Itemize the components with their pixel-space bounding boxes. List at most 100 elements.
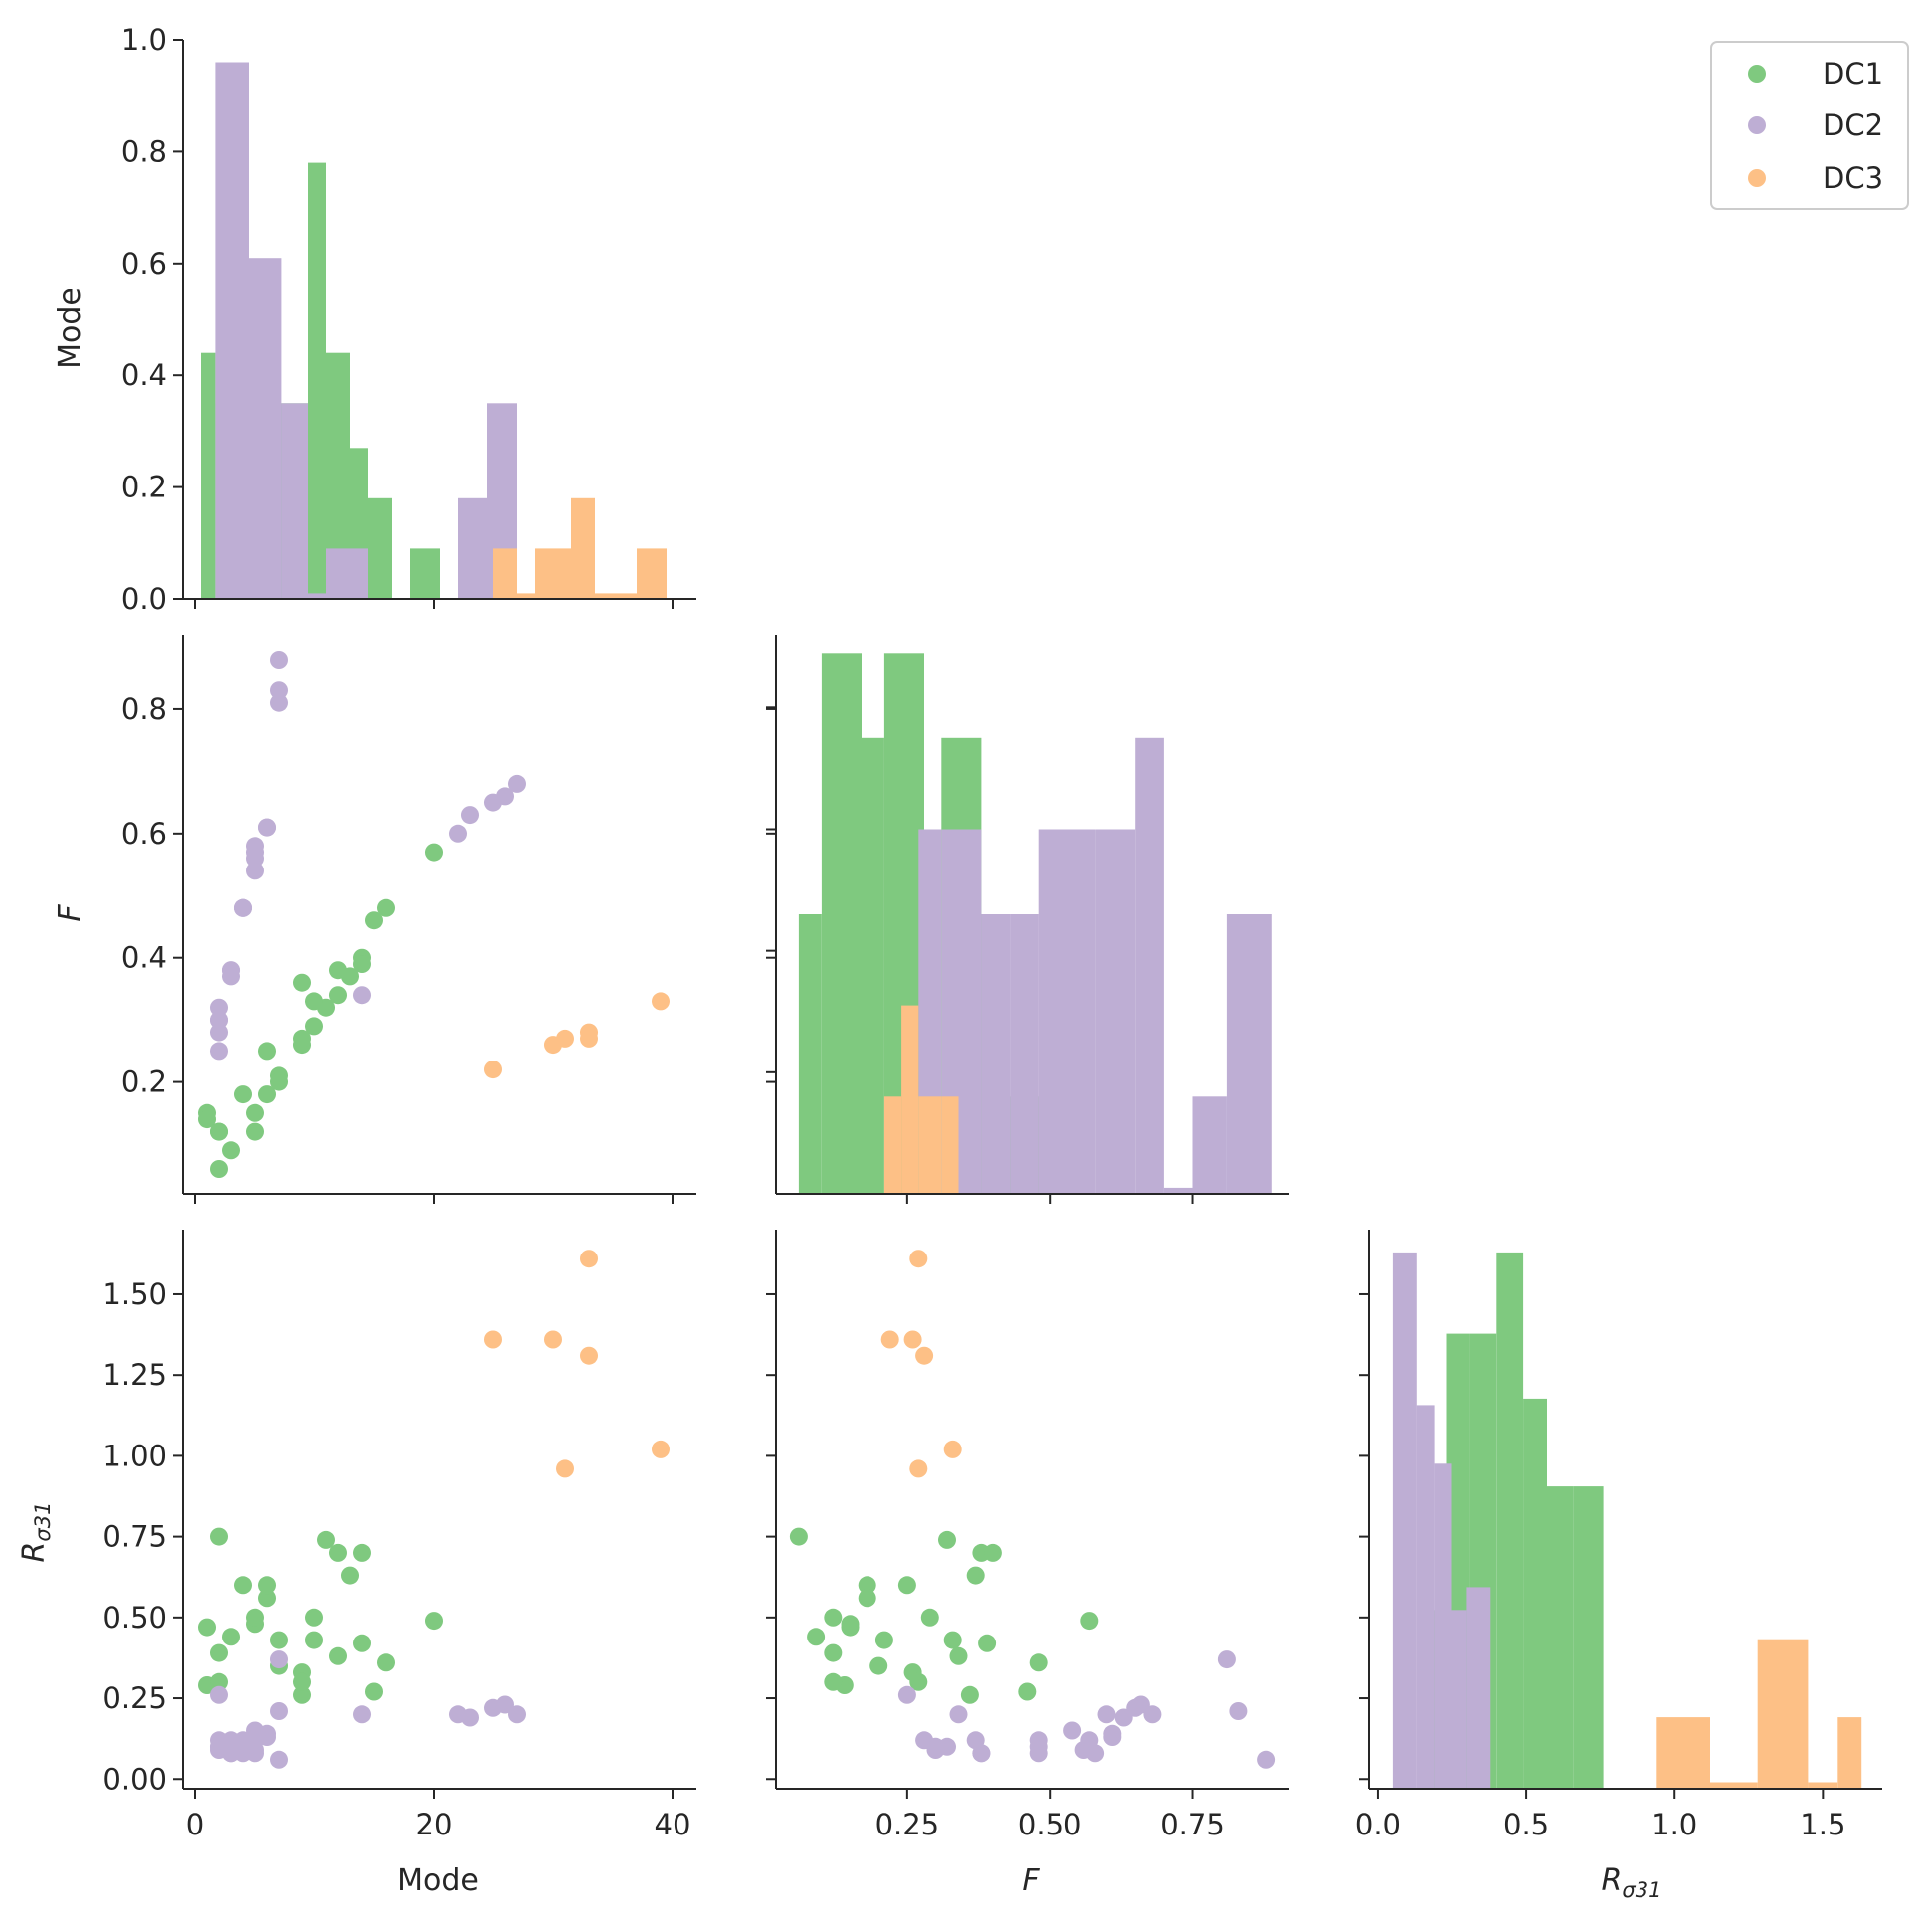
point-dc1 xyxy=(270,1072,288,1091)
point-dc1 xyxy=(198,1110,216,1129)
legend-marker-dc2 xyxy=(1748,116,1766,134)
y-tick-label: 0.6 xyxy=(121,817,167,851)
point-dc1 xyxy=(246,1608,264,1627)
point-dc1 xyxy=(210,1643,228,1662)
point-dc1 xyxy=(920,1608,939,1627)
x-label-rs-base: R xyxy=(1602,1863,1623,1898)
point-dc2 xyxy=(246,849,264,868)
point-dc3 xyxy=(484,1061,502,1079)
point-dc2 xyxy=(496,1695,514,1714)
point-dc1 xyxy=(874,1631,893,1649)
point-dc1 xyxy=(222,1628,240,1646)
hist-bar-dc3 xyxy=(1808,1782,1838,1789)
hist-bar-dc2 xyxy=(1010,914,1039,1194)
y-label-mode: Mode xyxy=(53,288,88,369)
panel-f-vs-mode: 0.2 0.4 0.6 0.8 xyxy=(121,635,696,1204)
point-dc2 xyxy=(461,806,479,825)
point-dc1 xyxy=(329,1543,347,1562)
point-dc3 xyxy=(580,1029,598,1048)
point-dc3 xyxy=(580,1346,598,1365)
point-dc1 xyxy=(353,1634,371,1652)
hist-bar-dc3 xyxy=(637,548,667,599)
hist-bar-dc2 xyxy=(1192,1096,1227,1194)
y-label-rs-sub: σ31 xyxy=(31,1502,55,1542)
point-dc1 xyxy=(1029,1653,1048,1672)
point-dc1 xyxy=(858,1576,876,1595)
point-dc2 xyxy=(897,1685,916,1704)
point-dc2 xyxy=(270,681,288,700)
y-tick-label: 0.8 xyxy=(121,134,167,168)
point-dc3 xyxy=(903,1330,922,1349)
point-dc2 xyxy=(1029,1731,1048,1750)
hist-bar-dc2 xyxy=(1135,737,1164,1194)
point-dc2 xyxy=(1097,1705,1116,1724)
point-dc1 xyxy=(897,1576,916,1595)
point-dc2 xyxy=(353,1705,371,1724)
x-tick-label: 20 xyxy=(416,1808,453,1841)
hist-bar-dc3 xyxy=(883,1096,902,1194)
legend-label-dc2: DC2 xyxy=(1823,108,1883,142)
point-dc1 xyxy=(983,1543,1002,1562)
point-dc1 xyxy=(966,1566,985,1585)
point-dc1 xyxy=(210,1122,228,1141)
point-dc3 xyxy=(909,1250,928,1268)
point-dc1 xyxy=(305,992,323,1011)
hist-bar-dc2 xyxy=(981,914,1011,1194)
hist-bar-dc1 xyxy=(1523,1398,1547,1789)
point-dc1 xyxy=(329,986,347,1005)
hist-bar-dc3 xyxy=(901,1005,919,1194)
y-tick-label: 0.00 xyxy=(102,1762,167,1796)
x-tick-label: 0.5 xyxy=(1503,1808,1549,1841)
point-dc1 xyxy=(824,1608,843,1627)
point-dc2 xyxy=(270,693,288,712)
point-dc1 xyxy=(210,1527,228,1546)
point-dc1 xyxy=(377,1653,395,1672)
point-dc1 xyxy=(246,1122,264,1141)
hist-bar-dc2 xyxy=(1095,829,1136,1194)
point-dc3 xyxy=(556,1459,574,1478)
hist-bar-dc3 xyxy=(941,1096,959,1194)
point-dc2 xyxy=(1143,1705,1162,1724)
hist-bar-dc2 xyxy=(308,593,326,599)
point-dc1 xyxy=(938,1530,956,1549)
point-dc2 xyxy=(1217,1650,1236,1669)
hist-bar-dc3 xyxy=(571,497,595,599)
point-dc1 xyxy=(377,898,395,917)
y-label-rs-base: R xyxy=(17,1542,52,1563)
legend-frame xyxy=(1710,41,1909,210)
hist-bar-dc2 xyxy=(1226,914,1272,1194)
point-dc2 xyxy=(222,1744,240,1763)
x-tick-label: 0 xyxy=(186,1808,204,1841)
y-tick-label: 0.0 xyxy=(121,582,167,616)
point-dc2 xyxy=(949,1705,968,1724)
point-dc2 xyxy=(270,1650,288,1669)
point-dc2 xyxy=(234,898,252,917)
x-tick-label: 1.5 xyxy=(1800,1808,1845,1841)
point-dc3 xyxy=(484,1330,502,1349)
panel-rs-vs-mode: 0.00 0.25 0.50 0.75 1.00 1.25 1.50 0 20 40 xyxy=(102,1230,696,1841)
y-tick-label: 0.4 xyxy=(121,941,167,975)
x-tick-label: 1.0 xyxy=(1651,1808,1697,1841)
hist-bar-dc3 xyxy=(493,548,517,599)
panel-mode-hist: 0.0 0.2 0.4 0.6 0.8 1.0 xyxy=(121,23,696,616)
point-dc2 xyxy=(1257,1750,1276,1769)
point-dc3 xyxy=(556,1029,574,1048)
hist-bar-dc3 xyxy=(535,548,571,599)
point-dc2 xyxy=(246,1741,264,1759)
hist-bar-dc3 xyxy=(1837,1717,1862,1789)
point-dc1 xyxy=(909,1672,928,1691)
x-tick-label: 0.50 xyxy=(1018,1808,1082,1841)
hist-bar-dc3 xyxy=(1757,1639,1809,1789)
hist-bar-dc1 xyxy=(308,162,326,599)
point-dc3 xyxy=(544,1330,562,1349)
legend-label-dc1: DC1 xyxy=(1823,57,1883,91)
point-dc1 xyxy=(978,1634,997,1652)
x-label-mode: Mode xyxy=(397,1863,479,1898)
y-label-f: F xyxy=(53,904,88,922)
hist-bar-dc2 xyxy=(458,497,487,599)
point-dc3 xyxy=(915,1346,934,1365)
hist-bar-dc1 xyxy=(1547,1486,1574,1789)
point-dc2 xyxy=(1103,1724,1122,1743)
point-dc1 xyxy=(341,1566,359,1585)
point-dc1 xyxy=(425,1612,443,1631)
